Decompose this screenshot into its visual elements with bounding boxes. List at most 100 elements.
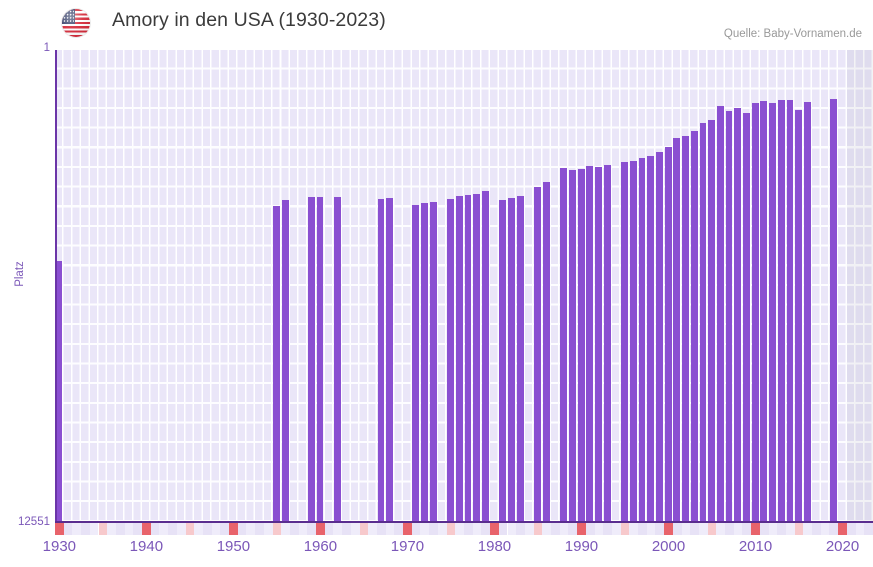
half-decade-tick (707, 523, 717, 535)
decade-tick (838, 523, 847, 535)
year-cell (89, 523, 99, 535)
bar (716, 106, 724, 522)
bar (786, 100, 794, 522)
year-cell (629, 523, 639, 535)
bar (725, 111, 733, 522)
year-cell (855, 523, 865, 535)
year-cell (698, 523, 708, 535)
bar (316, 196, 324, 522)
bar (690, 131, 698, 522)
year-cell (368, 523, 377, 535)
year-cell (551, 523, 560, 535)
bar (447, 198, 454, 522)
year-cell (281, 523, 290, 535)
year-cell (255, 523, 264, 535)
bar (595, 167, 602, 522)
bar (777, 99, 785, 522)
decade-tick (490, 523, 499, 535)
year-cell (394, 523, 404, 535)
year-cell (646, 523, 656, 535)
bar (560, 167, 568, 522)
bar (516, 196, 524, 522)
year-cell (455, 523, 464, 535)
year-cell (246, 523, 256, 535)
bar (386, 197, 394, 522)
unranked-future-band (846, 50, 873, 522)
year-cell (411, 523, 421, 535)
year-cell (237, 523, 247, 535)
bar (421, 203, 428, 522)
year-cell (725, 523, 734, 535)
half-decade-tick (359, 523, 369, 535)
decade-tick (751, 523, 760, 535)
year-cell (124, 523, 134, 535)
flag-gloss (62, 9, 90, 37)
y-axis-bottom-tick-label: 12551 (18, 516, 50, 528)
year-cell (107, 523, 116, 535)
bar (638, 157, 646, 522)
bar (656, 151, 663, 522)
year-cell (820, 523, 830, 535)
year-cell (263, 523, 273, 535)
year-cell (846, 523, 856, 535)
year-cell (72, 523, 82, 535)
bar (603, 165, 611, 522)
year-cell (655, 523, 665, 535)
year-cell (742, 523, 752, 535)
bar (55, 260, 63, 522)
bar (377, 198, 385, 522)
x-tick-label-1930: 1930 (42, 538, 77, 555)
bar (830, 99, 837, 522)
year-cell (202, 523, 212, 535)
bar (499, 200, 507, 522)
bar (803, 101, 811, 522)
bar (334, 196, 341, 522)
year-cell (812, 523, 821, 535)
bar (743, 112, 750, 522)
half-decade-tick (98, 523, 108, 535)
year-cell (524, 523, 534, 535)
year-cell (420, 523, 430, 535)
half-decade-tick (185, 523, 195, 535)
year-cell (481, 523, 491, 535)
year-cell (324, 523, 334, 535)
bar (307, 196, 315, 522)
bar (412, 205, 420, 522)
bar (751, 102, 759, 522)
decade-tick (403, 523, 412, 535)
year-cell (220, 523, 230, 535)
x-tick-label-1940: 1940 (129, 538, 164, 555)
y-axis-line (55, 50, 57, 523)
year-cell (115, 523, 125, 535)
bar (569, 170, 576, 522)
source-label: Quelle: Baby-Vornamen.de (723, 28, 862, 40)
bar (508, 198, 515, 522)
bar (734, 108, 742, 522)
bar (542, 181, 550, 522)
year-cell (603, 523, 612, 535)
y-axis-title: Platz (13, 261, 26, 287)
chart-plot-area (55, 50, 873, 522)
half-decade-tick (533, 523, 543, 535)
bar (473, 193, 481, 522)
year-cell (133, 523, 142, 535)
year-cell (289, 523, 299, 535)
bar (586, 165, 594, 522)
year-cell (81, 523, 90, 535)
bar (273, 206, 280, 522)
year-cell (585, 523, 595, 535)
bar (699, 122, 707, 522)
decade-tick (316, 523, 325, 535)
bar (577, 168, 585, 522)
page-title: Amory in den USA (1930-2023) (112, 9, 386, 31)
bar (708, 119, 716, 522)
x-tick-label-1970: 1970 (390, 538, 425, 555)
flag-canton (62, 9, 75, 24)
year-cell (785, 523, 795, 535)
year-cell (176, 523, 186, 535)
chart-header: Amory in den USA (1930-2023) Quelle: Bab… (0, 0, 873, 44)
year-cell (803, 523, 813, 535)
year-cell (168, 523, 177, 535)
year-cell (672, 523, 682, 535)
half-decade-tick (446, 523, 456, 535)
